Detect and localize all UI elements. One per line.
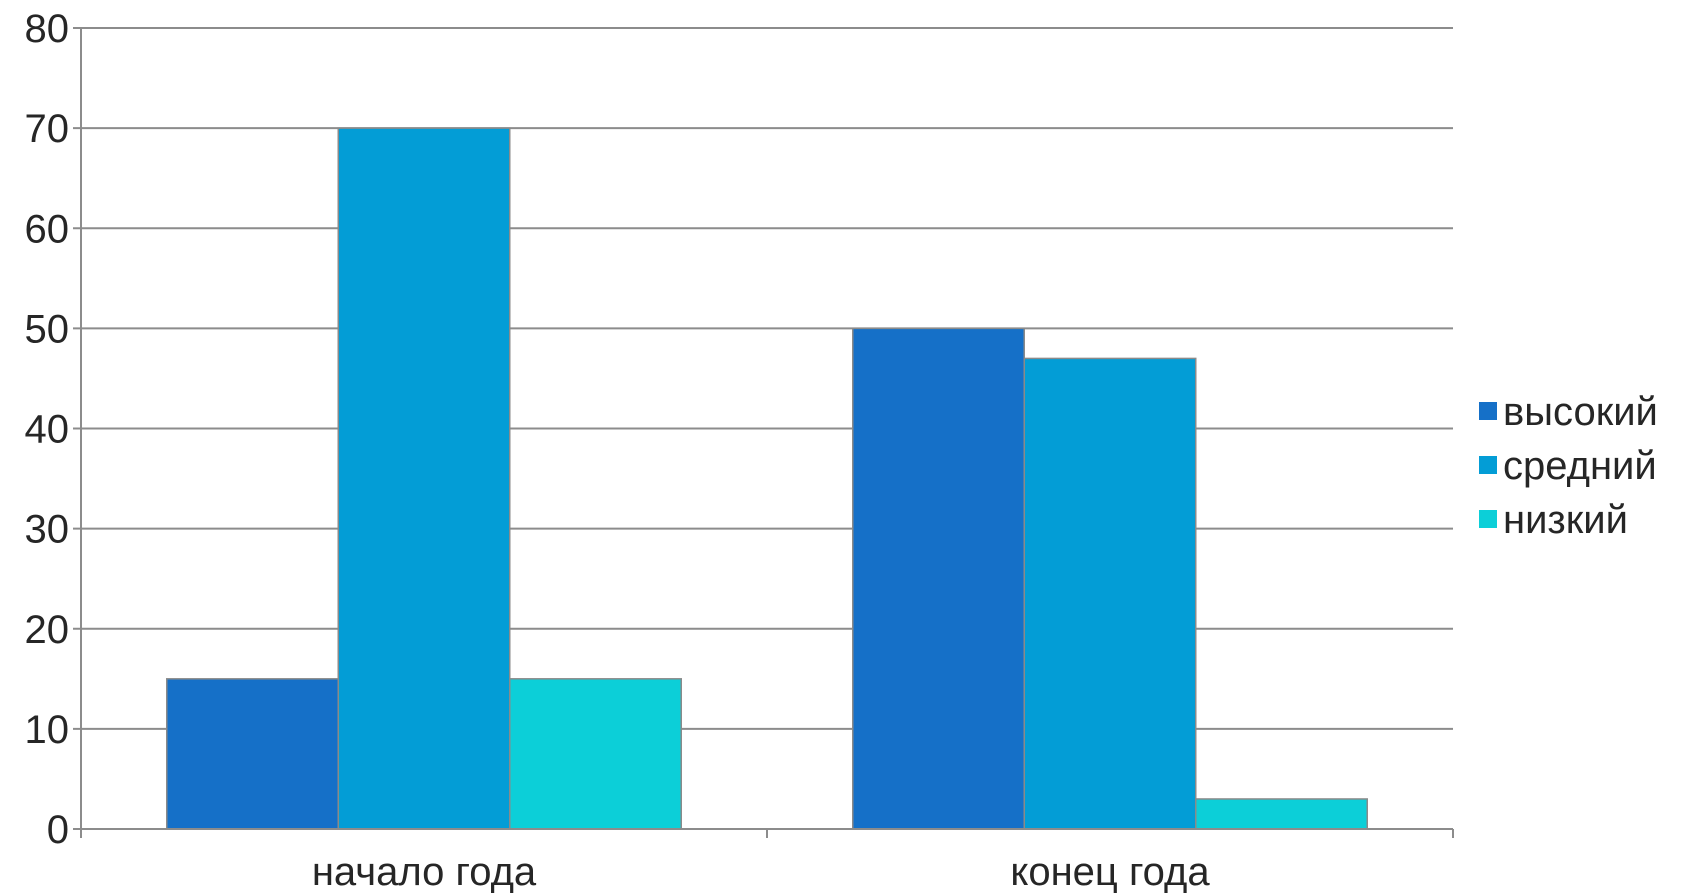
legend: высокий средний низкий <box>1479 390 1658 542</box>
legend-label-низкий: низкий <box>1503 498 1628 542</box>
legend-label-средний: средний <box>1503 444 1657 488</box>
y-tick-label: 70 <box>25 107 70 151</box>
x-category-label: начало года <box>312 850 537 894</box>
legend-swatch-высокий <box>1479 402 1497 420</box>
y-tick-label: 80 <box>25 7 70 51</box>
y-tick-label: 20 <box>25 608 70 652</box>
y-tick-label: 10 <box>25 708 70 752</box>
bar-средний-конец года <box>1023 357 1197 830</box>
legend-swatch-средний <box>1479 456 1497 474</box>
y-tick-label: 60 <box>25 207 70 251</box>
y-tick-label: 0 <box>47 808 69 852</box>
y-tick-label: 50 <box>25 307 70 351</box>
bar-низкий-конец года <box>1195 798 1368 830</box>
legend-swatch-низкий <box>1479 510 1497 528</box>
y-axis-ticks: 0 10 20 30 40 50 60 70 80 <box>25 7 70 852</box>
grid-lines <box>81 27 1453 730</box>
bar-высокий-конец года <box>852 327 1025 830</box>
y-tick-label: 30 <box>25 508 70 552</box>
bar-высокий-начало года <box>166 678 339 830</box>
x-category-label: конец года <box>1010 850 1210 894</box>
axes <box>73 27 1454 838</box>
bars <box>166 127 1368 830</box>
x-axis-labels: начало года конец года <box>312 850 1211 894</box>
y-tick-label: 40 <box>25 408 70 452</box>
bar-средний-начало года <box>337 127 511 830</box>
bar-низкий-начало года <box>509 678 682 830</box>
legend-label-высокий: высокий <box>1503 390 1658 434</box>
